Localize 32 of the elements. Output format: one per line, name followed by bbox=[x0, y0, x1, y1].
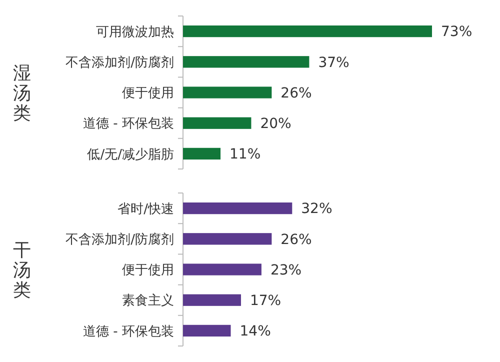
bar bbox=[183, 202, 292, 214]
y-tick-label: 可用微波加热 bbox=[96, 24, 174, 40]
data-label: 26% bbox=[280, 232, 312, 248]
bar bbox=[183, 233, 272, 245]
data-label: 11% bbox=[230, 146, 261, 163]
data-label: 20% bbox=[260, 116, 292, 132]
y-tick-label: 道德 - 环保包装 bbox=[83, 324, 174, 340]
y-tick-label: 便于使用 bbox=[122, 263, 174, 278]
y-axis-title: 湿汤类 bbox=[13, 62, 31, 124]
data-label: 37% bbox=[318, 54, 350, 71]
y-axis-title: 干汤类 bbox=[13, 240, 31, 301]
y-tick-label: 低/无/减少脂肪 bbox=[87, 147, 174, 162]
bar bbox=[183, 86, 272, 98]
bar bbox=[183, 324, 231, 337]
bar bbox=[183, 56, 310, 68]
data-label: 73% bbox=[441, 24, 472, 40]
data-label: 23% bbox=[270, 262, 302, 278]
bar bbox=[183, 148, 221, 160]
y-tick-label: 不含添加剂/防腐剂 bbox=[66, 231, 174, 248]
data-label: 26% bbox=[280, 85, 312, 102]
data-label: 32% bbox=[301, 201, 332, 218]
y-tick-label: 便于使用 bbox=[122, 86, 174, 102]
bar bbox=[183, 25, 432, 38]
y-tick-label: 素食主义 bbox=[122, 292, 174, 309]
y-tick-label: 不含添加剂/防腐剂 bbox=[66, 54, 174, 70]
bar bbox=[183, 294, 241, 306]
data-label: 14% bbox=[240, 324, 271, 340]
bar bbox=[183, 264, 262, 276]
y-tick-label: 道德 - 环保包装 bbox=[83, 116, 174, 132]
bar bbox=[183, 117, 252, 129]
y-tick-label: 省时/快速 bbox=[118, 202, 174, 217]
data-label: 17% bbox=[250, 293, 282, 309]
